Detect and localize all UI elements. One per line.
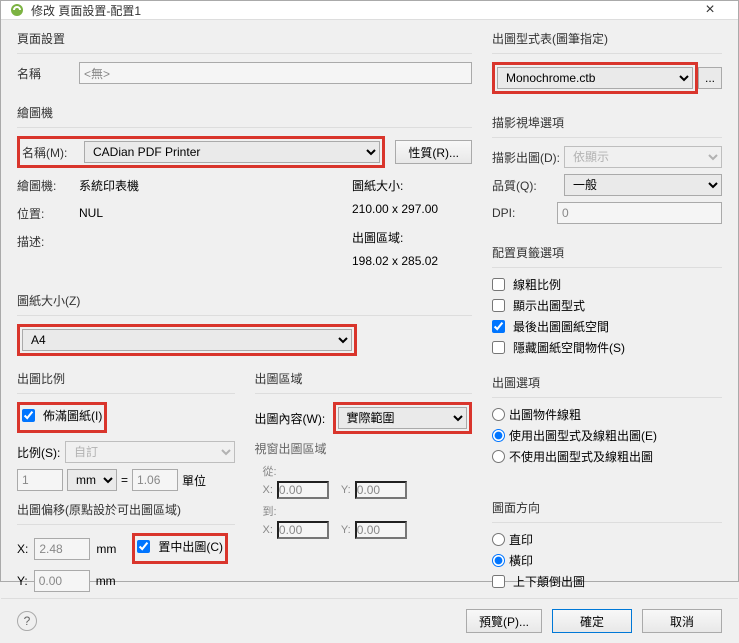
preview-button[interactable]: 預覽(P)...: [466, 609, 542, 633]
plot-opt-obj-lw[interactable]: 出圖物件線粗: [492, 406, 722, 423]
offset-y-label: Y:: [17, 574, 28, 588]
right-panel: 出圖型式表(圖筆指定) Monochrome.ctb ... 描影視埠選項 描影…: [492, 30, 722, 598]
orientation-title: 圖面方向: [492, 499, 722, 516]
paper-dim-value: 210.00 x 297.00: [352, 202, 438, 216]
paper-size-highlight: A4: [17, 324, 357, 356]
plot-area-group: 出圖區域 出圖內容(W): 實際範圍 視窗出圖區域 從: X: Y:: [255, 370, 473, 598]
page-setup-name-input: [79, 62, 472, 84]
app-icon: [9, 2, 25, 18]
dialog-window: 修改 頁面設置-配置1 × 頁面設置 名稱 繪圖機 名稱(M): CADian …: [0, 0, 739, 582]
paper-size-group: 圖紙大小(Z) A4: [17, 292, 472, 356]
cancel-button[interactable]: 取消: [642, 609, 722, 633]
style-table-select[interactable]: Monochrome.ctb: [497, 67, 693, 89]
page-setup-title: 頁面設置: [17, 30, 472, 47]
to-y: [355, 521, 407, 539]
plot-what-select[interactable]: 實際範圍: [338, 407, 468, 429]
device-label: 繪圖機:: [17, 177, 79, 194]
fit-to-paper-checkbox[interactable]: 佈滿圖紙(I): [22, 407, 102, 424]
scale-unit-label: 單位: [182, 472, 206, 489]
paper-dim-title: 圖紙大小:: [352, 177, 403, 194]
content: 頁面設置 名稱 繪圖機 名稱(M): CADian PDF Printer 性質…: [1, 20, 738, 598]
plot-opt-use-style[interactable]: 使用出圖型式及線粗出圖(E): [492, 427, 722, 444]
opt-show-style[interactable]: 顯示出圖型式: [492, 297, 722, 314]
printer-name-highlight: 名稱(M): CADian PDF Printer: [17, 136, 385, 168]
offset-x-mm: mm: [96, 542, 116, 556]
from-label: 從:: [263, 463, 473, 479]
plot-options-group: 出圖選項 出圖物件線粗 使用出圖型式及線粗出圖(E) 不使用出圖型式及線粗出圖: [492, 374, 722, 469]
shade-mode-select: 依顯示: [564, 146, 722, 168]
offset-y-mm: mm: [96, 574, 116, 588]
page-setup-group: 頁面設置 名稱: [17, 30, 472, 90]
plot-options-title: 出圖選項: [492, 374, 722, 391]
scale-group: 出圖比例 佈滿圖紙(I) 比例(S): 自訂 mm = 單位: [17, 370, 235, 598]
style-table-edit-button[interactable]: ...: [698, 67, 722, 89]
style-table-group: 出圖型式表(圖筆指定) Monochrome.ctb ...: [492, 30, 722, 100]
to-x: [277, 521, 329, 539]
device-value: 系統印表機: [79, 177, 139, 194]
paper-size-title: 圖紙大小(Z): [17, 292, 472, 309]
plot-what-highlight: 實際範圍: [333, 402, 473, 434]
location-value: NUL: [79, 206, 103, 220]
dpi-input: [557, 202, 722, 224]
plot-opt-no-style[interactable]: 不使用出圖型式及線粗出圖: [492, 448, 722, 465]
style-table-title: 出圖型式表(圖筆指定): [492, 30, 722, 47]
to-label: 到:: [263, 503, 473, 519]
close-button[interactable]: ×: [690, 1, 730, 19]
quality-label: 品質(Q):: [492, 177, 564, 194]
paper-size-select[interactable]: A4: [22, 329, 352, 351]
orientation-group: 圖面方向 直印 橫印 上下顛倒出圖: [492, 499, 722, 594]
shade-mode-label: 描影出圖(D):: [492, 149, 564, 166]
opt-hide-objects[interactable]: 隱藏圖紙空間物件(S): [492, 339, 722, 356]
center-checkbox[interactable]: 置中出圖(C): [137, 538, 223, 555]
desc-label: 描述:: [17, 233, 79, 250]
name-label: 名稱: [17, 65, 79, 82]
options-group: 配置頁籤選項 線粗比例 顯示出圖型式 最後出圖圖紙空間 隱藏圖紙空間物件(S): [492, 244, 722, 360]
properties-button[interactable]: 性質(R)...: [395, 140, 472, 164]
scale-right-input: [132, 469, 178, 491]
ok-button[interactable]: 確定: [552, 609, 632, 633]
from-y: [355, 481, 407, 499]
scale-unit-select[interactable]: mm: [67, 469, 117, 491]
dpi-label: DPI:: [492, 206, 557, 220]
scale-ratio-label: 比例(S):: [17, 444, 65, 461]
plot-dim-value: 198.02 x 285.02: [352, 254, 438, 268]
orient-portrait[interactable]: 直印: [492, 531, 722, 548]
offset-x-input: [34, 538, 90, 560]
offset-title: 出圖偏移(原點設於可出圖區域): [17, 501, 235, 518]
footer: ? 預覽(P)... 確定 取消: [1, 598, 738, 643]
left-panel: 頁面設置 名稱 繪圖機 名稱(M): CADian PDF Printer 性質…: [17, 30, 472, 598]
scale-left-input: [17, 469, 63, 491]
scale-select: 自訂: [65, 441, 235, 463]
window-title: 修改 頁面設置-配置1: [31, 2, 690, 19]
offset-y-input: [34, 570, 90, 592]
center-highlight: 置中出圖(C): [132, 533, 228, 564]
printer-select[interactable]: CADian PDF Printer: [84, 141, 380, 163]
options-title: 配置頁籤選項: [492, 244, 722, 261]
plot-dim-title: 出圖區域:: [352, 229, 403, 246]
shade-group: 描影視埠選項 描影出圖(D):依顯示 品質(Q):一般 DPI:: [492, 114, 722, 230]
scale-title: 出圖比例: [17, 370, 235, 387]
offset-x-label: X:: [17, 542, 28, 556]
plot-area-title: 出圖區域: [255, 370, 473, 387]
scale-area-row: 出圖比例 佈滿圖紙(I) 比例(S): 自訂 mm = 單位: [17, 370, 472, 598]
plot-what-label: 出圖內容(W):: [255, 410, 333, 427]
shade-title: 描影視埠選項: [492, 114, 722, 131]
style-table-highlight: Monochrome.ctb: [492, 62, 698, 94]
printer-group: 繪圖機 名稱(M): CADian PDF Printer 性質(R)... 繪…: [17, 104, 472, 278]
help-button[interactable]: ?: [17, 611, 37, 631]
printer-name-label: 名稱(M):: [22, 144, 84, 161]
from-x: [277, 481, 329, 499]
titlebar: 修改 頁面設置-配置1 ×: [1, 1, 738, 20]
opt-lineweight[interactable]: 線粗比例: [492, 276, 722, 293]
opt-paperspace-last[interactable]: 最後出圖圖紙空間: [492, 318, 722, 335]
fit-highlight: 佈滿圖紙(I): [17, 402, 107, 433]
printer-title: 繪圖機: [17, 104, 472, 121]
orient-landscape[interactable]: 橫印: [492, 552, 722, 569]
quality-select[interactable]: 一般: [564, 174, 722, 196]
window-area-title: 視窗出圖區域: [255, 440, 473, 457]
equals: =: [121, 473, 128, 487]
location-label: 位置:: [17, 205, 79, 222]
